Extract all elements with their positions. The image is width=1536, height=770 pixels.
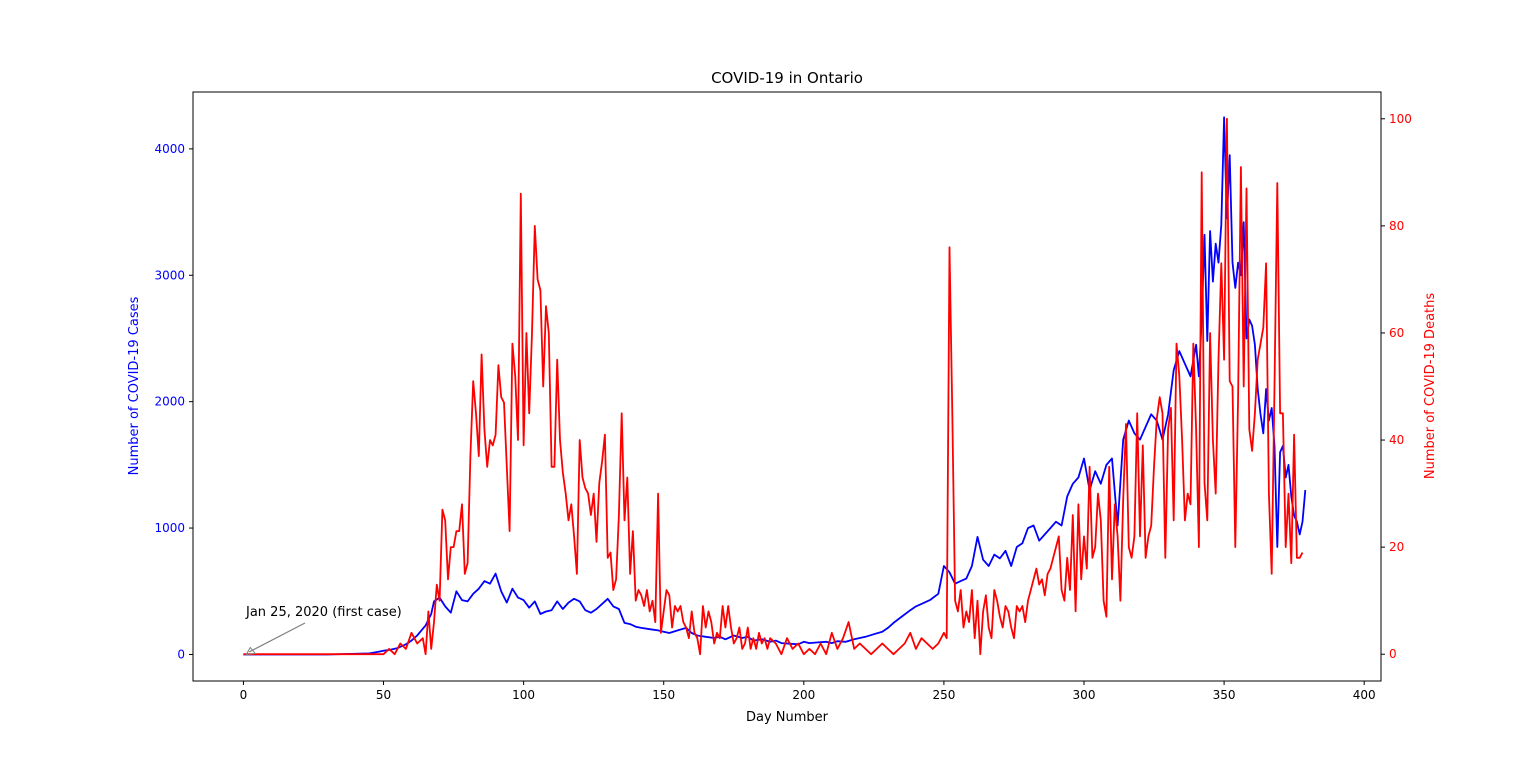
deaths-series-line — [243, 117, 1304, 656]
y-left-tick-label: 1000 — [154, 521, 185, 535]
y-right-tick-label: 100 — [1389, 112, 1412, 126]
x-tick-label: 200 — [792, 688, 815, 702]
x-axis-label: Day Number — [746, 710, 829, 725]
y-left-tick-label: 2000 — [154, 395, 185, 409]
x-tick-label: 300 — [1073, 688, 1096, 702]
y-left-tick-label: 4000 — [154, 142, 185, 156]
plot-frame — [192, 91, 1382, 682]
x-tick-label: 400 — [1353, 688, 1376, 702]
y-axis-left-label: Number of COVID-19 Cases — [127, 296, 142, 475]
y-axis-right-label: Number of COVID-19 Deaths — [1423, 293, 1438, 480]
annotation-layer: Jan 25, 2020 (first case) — [245, 605, 402, 656]
x-tick-label: 50 — [376, 688, 391, 702]
y-right-tick-label: 60 — [1389, 326, 1404, 340]
y-left-tick-label: 0 — [177, 647, 185, 661]
first-case-annotation: Jan 25, 2020 (first case) — [245, 605, 402, 620]
annotation-arrow — [248, 622, 306, 653]
y-right-tick-label: 0 — [1389, 647, 1397, 661]
y-right-tick-label: 20 — [1389, 540, 1404, 554]
x-tick-label: 100 — [512, 688, 535, 702]
x-tick-label: 150 — [652, 688, 675, 702]
chart-title: COVID-19 in Ontario — [711, 69, 863, 87]
y-right-tick-label: 40 — [1389, 433, 1404, 447]
y-left-tick-label: 3000 — [154, 268, 185, 282]
y-right-tick-label: 80 — [1389, 219, 1404, 233]
series-layer — [243, 116, 1307, 656]
axes-layer: 0 50 100 150 200 250 300 350 4000100020003000400… — [154, 112, 1411, 702]
annotation-arrowhead — [245, 646, 257, 656]
x-tick-label: 350 — [1213, 688, 1236, 702]
x-tick-label: 250 — [932, 688, 955, 702]
x-tick-label: 0 — [240, 688, 248, 702]
cases-series-line — [243, 116, 1307, 656]
